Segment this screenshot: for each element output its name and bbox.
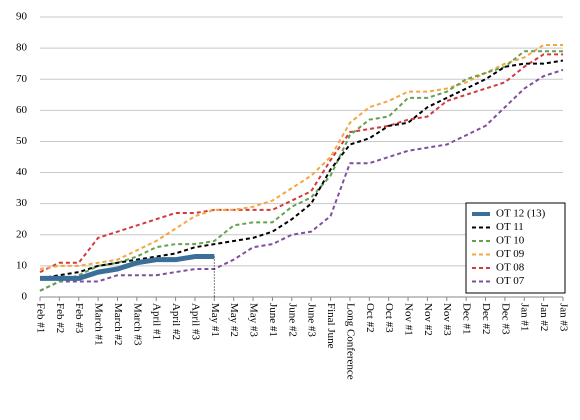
x-tick-label: Final June	[325, 303, 337, 349]
legend-label: OT 09	[496, 248, 525, 260]
x-tick-label: March #3	[131, 303, 143, 346]
x-tick-label: Nov #2	[422, 303, 434, 336]
legend-label: OT 07	[496, 275, 525, 287]
x-tick-label: May #1	[209, 303, 221, 337]
x-tick-label: June #2	[286, 303, 298, 337]
x-tick-label: Oct #2	[364, 303, 376, 333]
x-tick-label: Jan #1	[519, 303, 531, 331]
y-tick-label: 60	[16, 104, 28, 116]
series-line	[39, 50, 563, 292]
y-tick-label: 30	[16, 197, 28, 209]
x-tick-label: Dec #1	[461, 303, 473, 334]
series-line	[39, 68, 564, 292]
x-tick-label: June #3	[306, 303, 318, 337]
x-tick-label: Nov #3	[441, 303, 453, 336]
y-tick-label: 10	[16, 259, 28, 271]
x-tick-label: Jan #2	[538, 303, 550, 331]
legend-label: OT 08	[496, 262, 525, 274]
series-line	[39, 53, 563, 274]
series-line	[39, 44, 563, 270]
y-tick-label: 40	[16, 166, 28, 178]
x-tick-label: Feb #2	[54, 303, 66, 333]
x-tick-label: April #3	[189, 303, 201, 340]
y-tick-label: 80	[16, 42, 28, 54]
x-tick-label: Nov #1	[403, 303, 415, 336]
x-tick-label: April #2	[170, 303, 182, 340]
legend-label: OT 12 (13)	[496, 208, 546, 220]
legend-label: OT 11	[496, 221, 524, 233]
x-tick-label: May #3	[248, 303, 260, 337]
x-tick-label: Jan #3	[557, 303, 569, 332]
y-tick-label: 70	[16, 73, 28, 85]
x-tick-label: Dec #2	[480, 303, 492, 334]
y-tick-label: 90	[16, 11, 28, 23]
x-tick-label: Feb #1	[34, 303, 46, 333]
legend-label: OT 10	[496, 235, 525, 247]
y-tick-label: 20	[16, 228, 28, 240]
x-tick-label: March #2	[112, 303, 124, 345]
series-line	[40, 254, 215, 281]
x-tick-label: Long Conference	[344, 303, 356, 380]
x-tick-label: Feb #3	[73, 303, 85, 334]
x-tick-label: Dec #3	[499, 303, 511, 335]
x-tick-label: Oct #3	[383, 303, 395, 333]
y-tick-label: 50	[16, 135, 28, 147]
y-tick-label: 0	[22, 291, 28, 303]
x-tick-label: March #1	[93, 303, 105, 345]
x-tick-label: May #2	[228, 303, 240, 337]
legend-box	[465, 202, 566, 294]
series-line	[39, 59, 564, 280]
x-tick-label: June #1	[267, 303, 279, 337]
x-tick-label: April #1	[151, 303, 163, 340]
